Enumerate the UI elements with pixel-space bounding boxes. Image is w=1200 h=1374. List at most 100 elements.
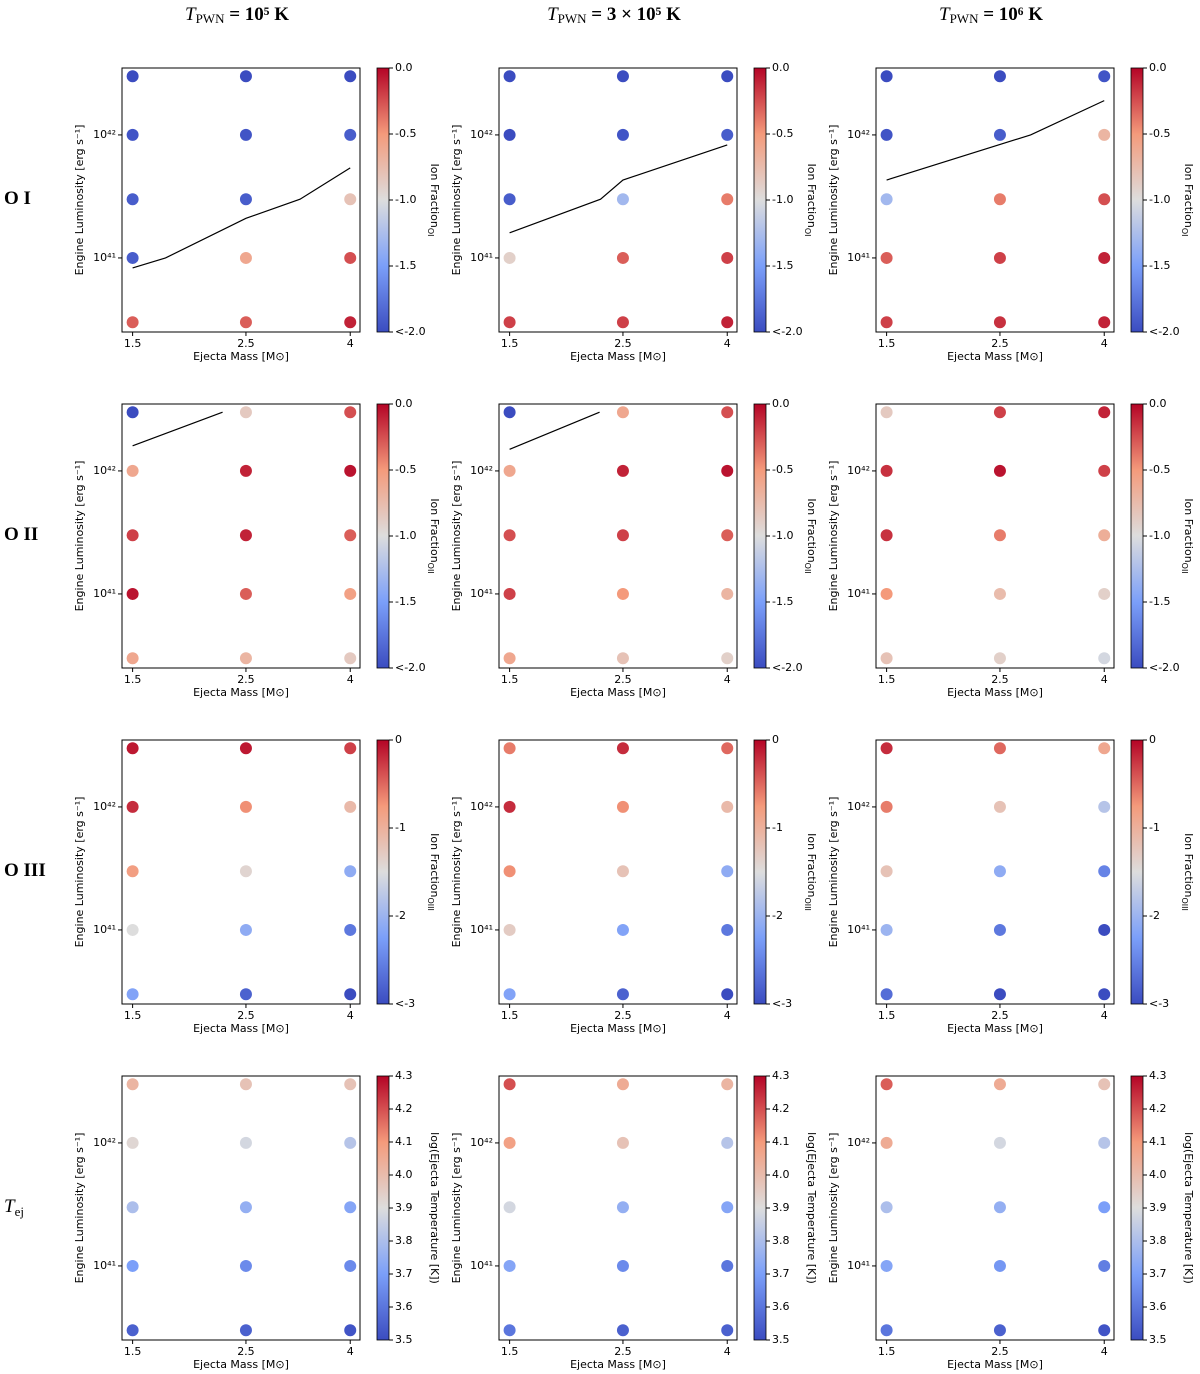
- data-point: [239, 464, 252, 477]
- y-axis-label: Engine Luminosity [erg s⁻¹]: [450, 125, 463, 276]
- x-tick-label: 4: [1101, 337, 1108, 350]
- colorbar-label: Ion FractionOII: [804, 498, 819, 573]
- data-point: [993, 923, 1006, 936]
- y-axis-label: Engine Luminosity [erg s⁻¹]: [827, 797, 840, 948]
- data-point: [616, 742, 629, 755]
- colorbar-label-text: Ion Fraction: [805, 498, 818, 562]
- colorbar-tick-label: 4.3: [772, 1069, 790, 1082]
- data-point: [993, 742, 1006, 755]
- data-point: [880, 316, 893, 329]
- colorbar: [376, 67, 390, 333]
- data-point: [721, 1259, 734, 1272]
- colorbar-tick-label: -1.5: [1149, 259, 1170, 272]
- data-point: [344, 1136, 357, 1149]
- y-tick-label: 10⁴¹: [847, 587, 870, 600]
- data-point: [126, 923, 139, 936]
- data-point: [993, 988, 1006, 1001]
- data-point: [239, 923, 252, 936]
- x-tick-label: 1.5: [501, 1345, 519, 1358]
- x-tick-label: 2.5: [237, 1345, 255, 1358]
- x-tick-label: 4: [724, 673, 731, 686]
- data-point: [344, 652, 357, 665]
- colorbar: [1130, 403, 1144, 669]
- data-point: [239, 1201, 252, 1214]
- colorbar-tick-label: 4.0: [395, 1168, 413, 1181]
- axes-frame: [121, 739, 361, 1005]
- data-point: [1098, 70, 1111, 83]
- y-tick-label: 10⁴²: [847, 464, 870, 477]
- colorbar-tick-label: 3.6: [395, 1300, 413, 1313]
- data-point: [880, 251, 893, 264]
- y-tick-label: 10⁴¹: [847, 1259, 870, 1272]
- colorbar-tick-label: 4.2: [1149, 1102, 1167, 1115]
- data-point: [721, 193, 734, 206]
- data-point: [880, 529, 893, 542]
- x-axis-label: Ejecta Mass [M⊙]: [947, 1022, 1043, 1035]
- data-point: [616, 1259, 629, 1272]
- colorbar-tick-label: 0: [395, 733, 402, 746]
- data-point: [721, 988, 734, 1001]
- colorbar: [1130, 739, 1144, 1005]
- colorbar-tick-label: <-3: [395, 997, 415, 1010]
- colorbar-label: Ion FractionOI: [804, 163, 819, 236]
- x-tick-label: 2.5: [614, 673, 632, 686]
- colorbar-tick-label: -1: [395, 821, 406, 834]
- axes-frame: [121, 1075, 361, 1341]
- colorbar-tick-label: 3.7: [1149, 1267, 1167, 1280]
- data-point: [126, 406, 139, 419]
- colorbar-tick-label: -1.5: [772, 259, 793, 272]
- colorbar-tick-label: 3.8: [772, 1234, 790, 1247]
- data-point: [616, 529, 629, 542]
- data-point: [616, 1078, 629, 1091]
- row-label: O III: [4, 860, 46, 881]
- data-point: [126, 1136, 139, 1149]
- x-tick-label: 4: [347, 337, 354, 350]
- colorbar-label-text: Ion Fraction: [1182, 163, 1195, 227]
- y-tick-label: 10⁴²: [470, 800, 493, 813]
- data-point: [1098, 1078, 1111, 1091]
- colorbar-label: Ion FractionOII: [1181, 498, 1196, 573]
- colorbar-tick-label: -1.5: [395, 259, 416, 272]
- data-point: [126, 988, 139, 1001]
- row-label: O II: [4, 524, 38, 545]
- colorbar-label-subscript: OIII: [804, 897, 813, 910]
- data-point: [880, 1136, 893, 1149]
- y-tick-label: 10⁴¹: [470, 923, 493, 936]
- axes-frame: [498, 67, 738, 333]
- data-point: [1098, 1201, 1111, 1214]
- colorbar-tick-label: 3.9: [772, 1201, 790, 1214]
- colorbar: [753, 739, 767, 1005]
- x-tick-label: 2.5: [991, 1345, 1009, 1358]
- data-point: [616, 988, 629, 1001]
- data-point: [616, 800, 629, 813]
- y-tick-label: 10⁴²: [93, 128, 116, 141]
- colorbar-tick-label: -2: [772, 909, 783, 922]
- y-axis-label: Engine Luminosity [erg s⁻¹]: [450, 1133, 463, 1284]
- colorbar-tick-label: -1: [772, 821, 783, 834]
- y-tick-label: 10⁴¹: [470, 587, 493, 600]
- data-point: [503, 1324, 516, 1337]
- data-point: [721, 1201, 734, 1214]
- x-tick-label: 4: [724, 337, 731, 350]
- data-point: [126, 865, 139, 878]
- data-point: [239, 652, 252, 665]
- colorbar-label: log(Ejecta Temperature [K]): [805, 1132, 818, 1284]
- row-label-text: O II: [4, 524, 38, 545]
- data-point: [239, 988, 252, 1001]
- data-point: [1098, 316, 1111, 329]
- data-point: [344, 800, 357, 813]
- data-point: [1098, 587, 1111, 600]
- y-axis-label: Engine Luminosity [erg s⁻¹]: [73, 461, 86, 612]
- data-point: [239, 800, 252, 813]
- data-point: [993, 251, 1006, 264]
- data-point: [880, 406, 893, 419]
- colorbar-tick-label: 0: [772, 733, 779, 746]
- data-point: [126, 1201, 139, 1214]
- data-point: [239, 128, 252, 141]
- x-axis-label: Ejecta Mass [M⊙]: [570, 686, 666, 699]
- data-point: [880, 1259, 893, 1272]
- data-point: [503, 251, 516, 264]
- colorbar: [753, 67, 767, 333]
- data-point: [993, 316, 1006, 329]
- data-point: [721, 1078, 734, 1091]
